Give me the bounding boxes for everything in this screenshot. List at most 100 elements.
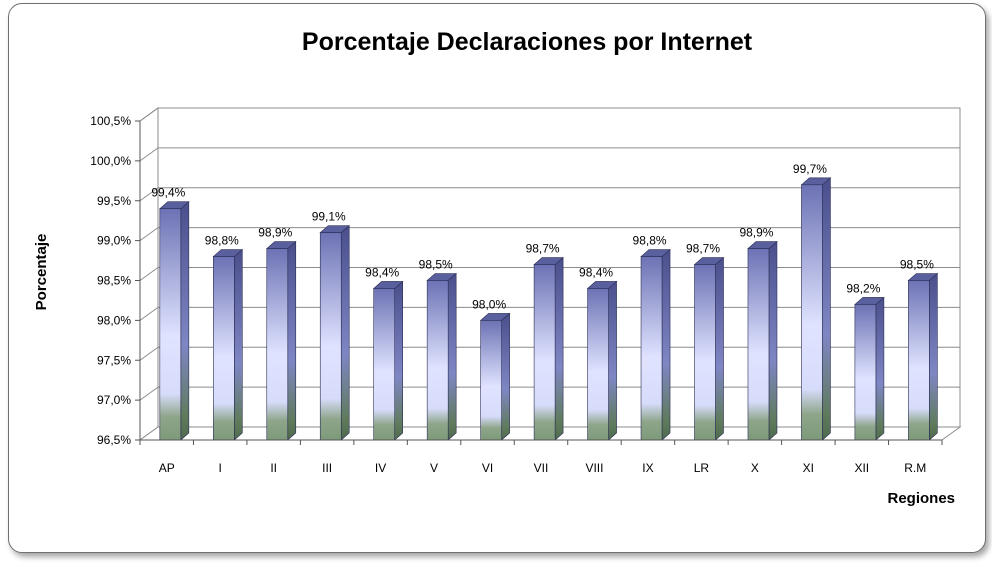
data-label: 98,9% — [258, 226, 292, 240]
bar — [265, 240, 297, 441]
bar-front — [908, 280, 930, 441]
y-tick-label: 98,5% — [97, 274, 131, 288]
bar-front — [319, 232, 342, 441]
data-label: 98,5% — [900, 258, 934, 272]
bar — [693, 256, 725, 441]
bar — [586, 280, 618, 441]
y-tick-label: 96,5% — [97, 433, 131, 447]
bar — [533, 256, 564, 441]
data-labels: 99,4% 98,8% 98,9% 99,1% 98,4% 98,5% 98,0% 98,7%… — [151, 162, 934, 312]
x-tick-label: I — [219, 461, 222, 475]
bar-front — [213, 256, 235, 441]
bar-front — [426, 280, 449, 441]
bar — [479, 312, 511, 441]
x-tick-label: IX — [642, 461, 653, 475]
bar-side — [822, 177, 831, 441]
bar-side — [554, 256, 564, 441]
bar-side — [394, 280, 403, 441]
x-axis-ticks: AP I II III IV V VI VII VIII IX LR X XI XII R.M — [139, 439, 943, 475]
bar — [854, 296, 885, 441]
gridline-side — [139, 227, 159, 242]
y-tick-label: 97,0% — [97, 393, 131, 407]
bar-front — [640, 256, 663, 441]
x-tick-label: V — [430, 461, 438, 475]
bar-front — [747, 248, 770, 441]
bar — [800, 177, 832, 441]
data-label: 99,4% — [151, 186, 185, 200]
bar-side — [287, 240, 297, 441]
bar-side — [608, 280, 617, 441]
gridline-side — [139, 306, 159, 321]
y-tick-label: 100,5% — [90, 114, 131, 128]
x-tick-label: III — [322, 461, 332, 475]
gridline-side — [139, 386, 159, 401]
bar-front — [854, 304, 877, 441]
bar-side — [875, 296, 885, 441]
x-tick-label: VI — [482, 461, 493, 475]
bar-side — [661, 248, 671, 441]
data-label: 98,9% — [739, 226, 773, 240]
bar-front — [266, 248, 289, 441]
data-label: 98,5% — [419, 258, 453, 272]
x-axis-title: Regiones — [887, 490, 955, 507]
bar — [747, 240, 778, 441]
data-label: 98,7% — [526, 242, 560, 256]
bar-front — [480, 320, 502, 441]
x-tick-label: VII — [534, 461, 549, 475]
bar-front — [533, 264, 556, 441]
x-tick-label: IV — [375, 461, 386, 475]
bar — [907, 272, 939, 441]
bar — [426, 272, 457, 441]
bar-front — [801, 184, 823, 441]
bar-side — [234, 248, 243, 441]
x-tick-label: X — [751, 461, 759, 475]
y-tick-label: 100,0% — [90, 154, 131, 168]
data-label: 98,7% — [686, 242, 720, 256]
bar-front — [587, 288, 609, 441]
x-tick-label: XI — [803, 461, 814, 475]
gridline-side — [139, 107, 159, 122]
y-tick-label: 98,0% — [97, 313, 131, 327]
bar — [159, 201, 190, 441]
y-axis-title: Porcentaje — [33, 234, 50, 311]
y-tick-label: 99,5% — [97, 194, 131, 208]
data-label: 99,7% — [793, 162, 827, 176]
x-tick-label: II — [270, 461, 277, 475]
x-tick-label: LR — [694, 461, 710, 475]
bars — [159, 177, 939, 441]
bar-side — [768, 240, 778, 441]
x-tick-label: VIII — [585, 461, 603, 475]
bar — [640, 248, 671, 441]
x-tick-label: R.M — [904, 461, 926, 475]
gridline-side — [139, 346, 159, 361]
bar-side — [715, 256, 724, 441]
data-label: 98,8% — [633, 234, 667, 248]
data-label: 98,0% — [472, 297, 506, 311]
y-tick-label: 99,0% — [97, 234, 131, 248]
data-label: 98,4% — [365, 265, 399, 279]
bar-side — [180, 201, 190, 441]
bar-front — [373, 288, 396, 441]
x-tick-label: XII — [854, 461, 869, 475]
data-label: 98,4% — [579, 265, 613, 279]
bar-side — [447, 272, 457, 441]
y-axis-ticks: 96,5% 97,0% 97,5% 98,0% 98,5% 99,0% 99,5% 100,0… — [90, 114, 141, 447]
bar — [319, 224, 351, 441]
data-label: 98,8% — [205, 234, 239, 248]
y-tick-label: 97,5% — [97, 353, 131, 367]
bar-side — [340, 224, 350, 441]
data-label: 98,2% — [846, 281, 880, 295]
bar — [372, 280, 404, 441]
bar-side — [929, 272, 938, 441]
gridline-side — [139, 147, 159, 162]
bar — [212, 248, 244, 441]
data-label: 99,1% — [312, 210, 346, 224]
gridline-side — [139, 267, 159, 281]
chart-title: Porcentaje Declaraciones por Internet — [302, 28, 753, 56]
gridline-side — [139, 187, 159, 202]
bar-side — [501, 312, 510, 441]
x-tick-label: AP — [159, 461, 175, 475]
bar-front — [159, 208, 182, 441]
bar-front — [694, 264, 716, 441]
